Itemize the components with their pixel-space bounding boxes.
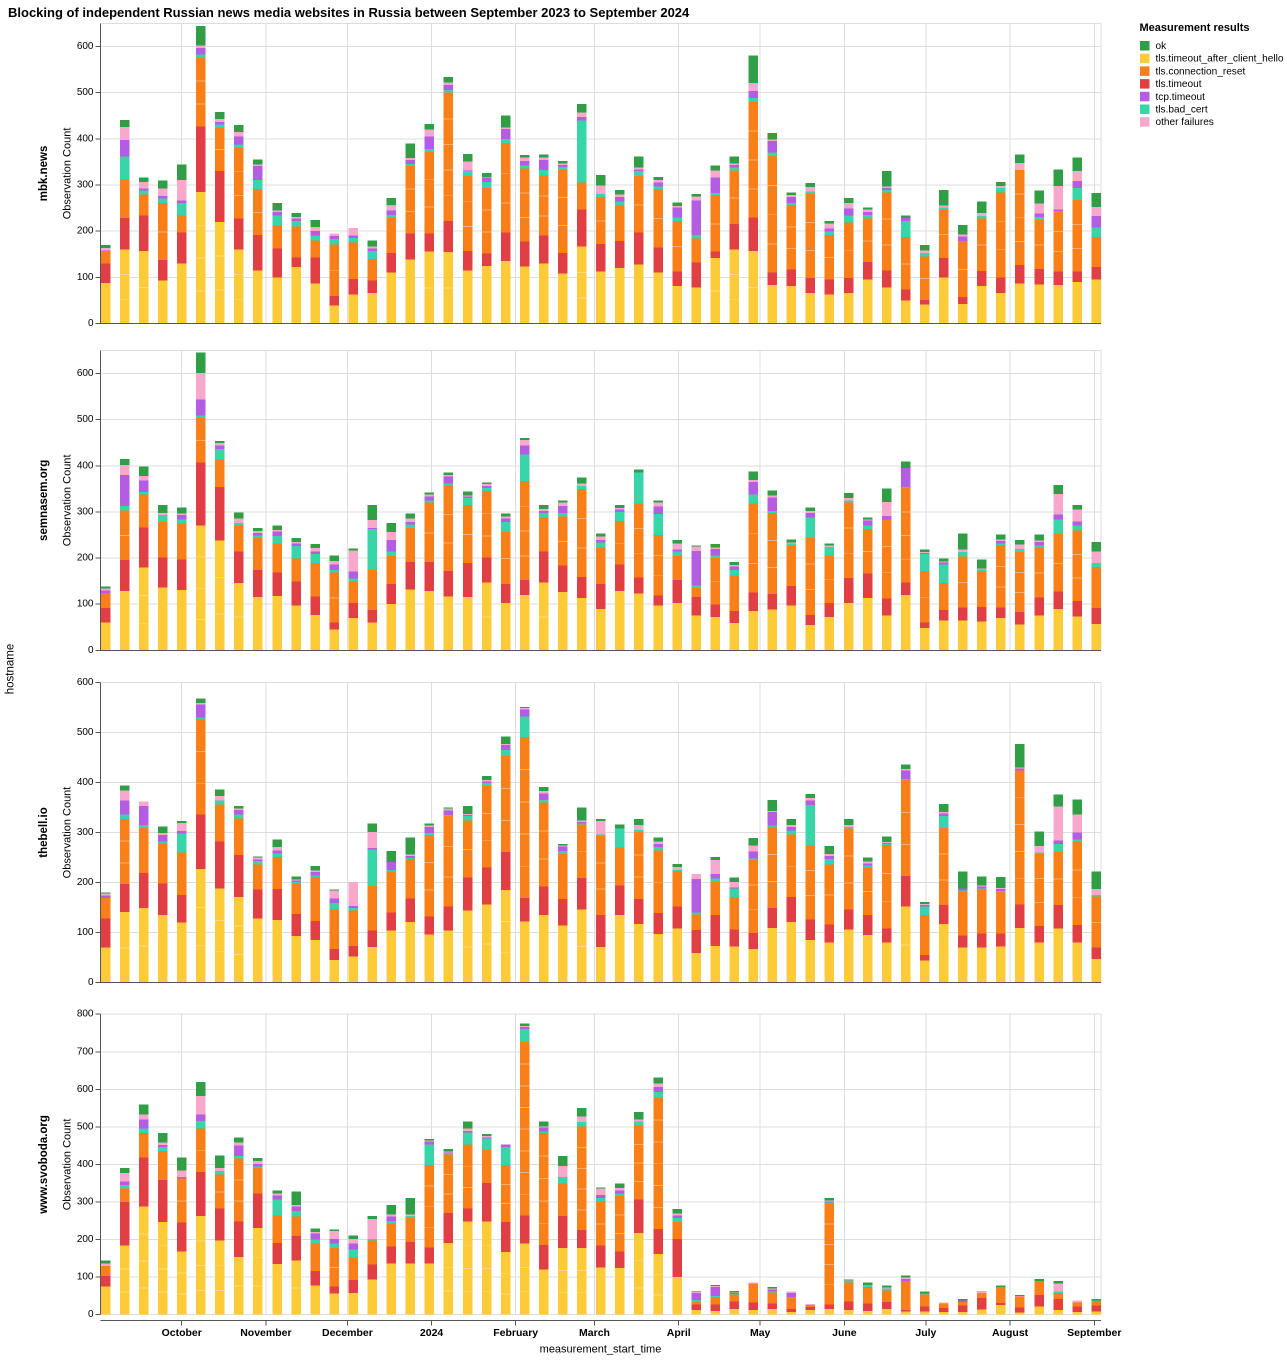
svg-text:200: 200 (77, 1234, 94, 1245)
svg-text:May: May (750, 1327, 771, 1339)
svg-text:300: 300 (77, 506, 94, 517)
svg-text:300: 300 (77, 179, 94, 190)
svg-text:measurement_start_time: measurement_start_time (540, 1344, 662, 1356)
svg-text:mbk.news: mbk.news (38, 146, 50, 202)
svg-text:500: 500 (77, 1121, 94, 1132)
svg-text:October: October (162, 1327, 202, 1339)
svg-text:tls.connection_reset: tls.connection_reset (1156, 66, 1246, 77)
svg-text:0: 0 (88, 318, 94, 329)
svg-text:Observation Count: Observation Count (62, 1119, 74, 1211)
svg-text:www.svoboda.org: www.svoboda.org (38, 1115, 50, 1215)
svg-text:0: 0 (88, 1309, 94, 1320)
svg-text:tls.timeout_after_client_hello: tls.timeout_after_client_hello (1156, 54, 1284, 65)
svg-text:600: 600 (77, 368, 94, 379)
svg-text:February: February (493, 1327, 538, 1339)
svg-text:300: 300 (77, 1196, 94, 1207)
svg-text:400: 400 (77, 1159, 94, 1170)
svg-text:tcp.timeout: tcp.timeout (1156, 92, 1206, 103)
svg-text:200: 200 (77, 226, 94, 237)
svg-text:500: 500 (77, 87, 94, 98)
svg-text:Measurement results: Measurement results (1140, 22, 1250, 34)
svg-text:July: July (915, 1327, 936, 1339)
svg-text:March: March (579, 1327, 610, 1339)
svg-text:600: 600 (77, 677, 94, 688)
svg-text:400: 400 (77, 133, 94, 144)
svg-text:hostname: hostname (5, 644, 17, 695)
svg-text:thebell.io: thebell.io (38, 807, 50, 857)
svg-text:ok: ok (1156, 41, 1168, 52)
svg-text:200: 200 (77, 877, 94, 888)
svg-text:100: 100 (77, 272, 94, 283)
svg-text:600: 600 (77, 41, 94, 52)
svg-text:tls.bad_cert: tls.bad_cert (1156, 105, 1208, 116)
svg-text:semnasem.org: semnasem.org (38, 460, 50, 541)
svg-text:Observation Count: Observation Count (62, 128, 74, 220)
svg-text:September: September (1067, 1327, 1121, 1339)
svg-text:800: 800 (77, 1009, 94, 1020)
svg-text:200: 200 (77, 553, 94, 564)
svg-text:100: 100 (77, 599, 94, 610)
svg-text:tls.timeout: tls.timeout (1156, 79, 1202, 90)
svg-text:December: December (322, 1327, 373, 1339)
svg-text:400: 400 (77, 777, 94, 788)
svg-text:0: 0 (88, 977, 94, 988)
svg-text:August: August (992, 1327, 1029, 1339)
svg-text:500: 500 (77, 414, 94, 425)
svg-text:November: November (240, 1327, 291, 1339)
svg-text:600: 600 (77, 1084, 94, 1095)
svg-text:Blocking of independent Russia: Blocking of independent Russian news med… (8, 5, 690, 20)
svg-text:Observation Count: Observation Count (62, 454, 74, 546)
svg-text:700: 700 (77, 1046, 94, 1057)
svg-text:500: 500 (77, 727, 94, 738)
svg-text:June: June (832, 1327, 857, 1339)
svg-text:2024: 2024 (420, 1327, 444, 1339)
svg-text:300: 300 (77, 827, 94, 838)
svg-text:Observation Count: Observation Count (62, 787, 74, 879)
svg-text:400: 400 (77, 460, 94, 471)
svg-text:100: 100 (77, 927, 94, 938)
svg-text:100: 100 (77, 1272, 94, 1283)
svg-text:0: 0 (88, 645, 94, 656)
svg-text:other failures: other failures (1156, 117, 1214, 128)
svg-text:April: April (667, 1327, 691, 1339)
